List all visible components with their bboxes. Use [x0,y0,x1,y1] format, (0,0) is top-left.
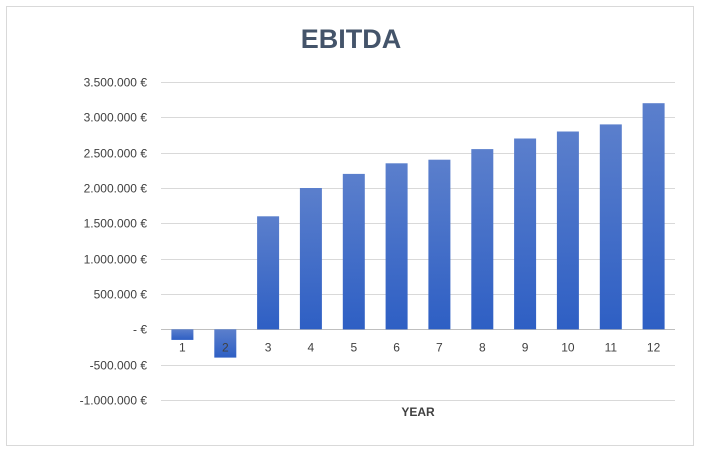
x-tick-label: 5 [350,340,357,354]
y-tick-label: 2.000.000 € [84,182,148,196]
y-tick-label: 3.500.000 € [84,76,148,90]
y-tick-label: 3.000.000 € [84,111,148,125]
bar [514,138,537,330]
bar [385,163,408,330]
x-tick-label: 10 [561,340,575,354]
y-tick-label: 500.000 € [94,288,148,302]
bar [299,188,322,330]
chart-frame: EBITDA 3.500.000 € 3.000.000 € 2.500.000 €… [6,6,694,446]
x-tick-label: 7 [436,340,443,354]
ebitda-chart: EBITDA 3.500.000 € 3.000.000 € 2.500.000 €… [80,24,675,419]
bar [599,124,622,330]
x-tick-label: 12 [647,340,661,354]
bar [257,216,280,330]
x-tick-label: 3 [265,340,272,354]
x-axis-tick-labels: 1 2 3 4 5 6 7 8 9 10 11 12 [179,340,661,354]
chart-title: EBITDA [301,24,402,54]
x-tick-label: 9 [522,340,529,354]
bar [428,159,451,330]
bars [171,103,665,358]
bar [342,173,365,330]
x-tick-label: 11 [605,340,618,354]
bar [214,329,237,358]
x-tick-label: 1 [179,340,186,354]
y-tick-label: - € [133,323,147,337]
x-tick-label: 6 [393,340,400,354]
y-tick-label: -500.000 € [90,359,148,373]
y-axis-tick-labels: 3.500.000 € 3.000.000 € 2.500.000 € 2.000.0… [80,76,148,408]
bar [471,149,494,330]
y-tick-label: 1.500.000 € [84,217,148,231]
x-tick-label: 2 [222,340,229,354]
y-tick-label: 1.000.000 € [84,253,148,267]
x-tick-label: 4 [308,340,315,354]
bar [556,131,579,330]
x-tick-label: 8 [479,340,486,354]
gridlines [161,82,675,401]
bar [171,329,194,340]
x-axis-title: YEAR [401,405,435,419]
bar [642,103,665,330]
y-tick-label: -1.000.000 € [80,394,148,408]
y-tick-label: 2.500.000 € [84,147,148,161]
